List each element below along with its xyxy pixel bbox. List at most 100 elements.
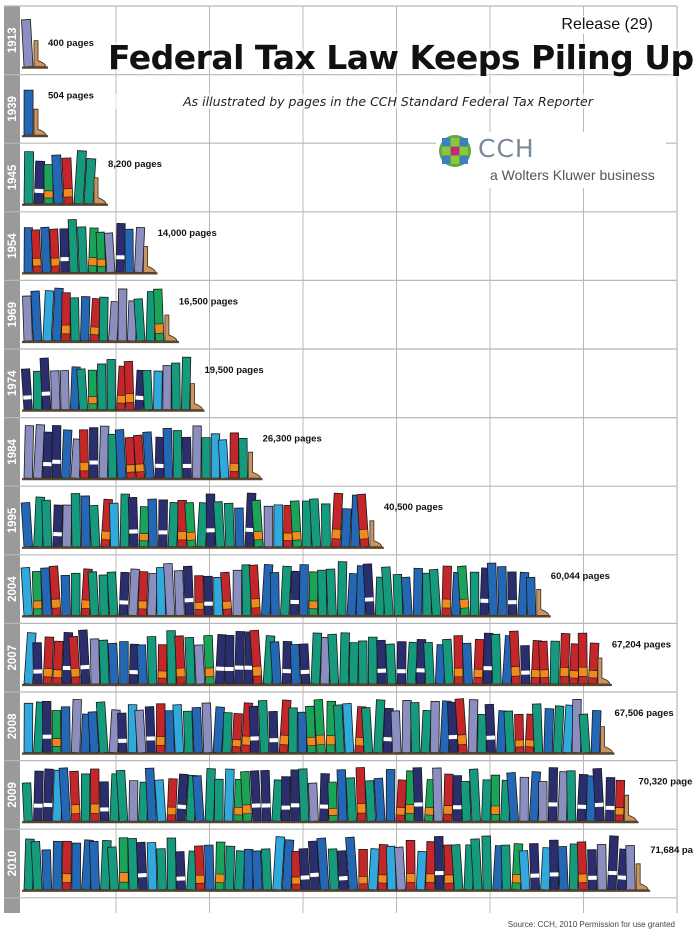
year-label: 1945: [7, 164, 19, 190]
book: [362, 563, 375, 617]
book: [412, 567, 423, 616]
book: [21, 782, 33, 822]
book: [33, 160, 46, 205]
book: [576, 841, 588, 891]
book: [146, 636, 158, 685]
book-band: [383, 737, 393, 742]
book-band: [569, 670, 579, 679]
book: [490, 633, 502, 685]
book: [405, 839, 416, 891]
book: [158, 499, 168, 548]
book: [69, 297, 80, 342]
book: [114, 429, 127, 479]
book: [457, 565, 470, 617]
book-band: [177, 531, 187, 541]
bar-1954: [22, 219, 158, 275]
book-spine: [288, 707, 298, 754]
book: [587, 849, 598, 891]
book-spine: [23, 151, 35, 205]
book-spine: [51, 154, 64, 205]
chart-subtitle: As illustrated by pages in the CCH Stand…: [108, 94, 668, 109]
book-band: [225, 666, 234, 672]
book-spine: [260, 769, 272, 822]
book-band: [319, 804, 329, 809]
book-spine: [364, 780, 377, 822]
book: [193, 644, 206, 685]
book-spine: [587, 849, 598, 891]
book-spine: [171, 362, 181, 411]
book-spine: [401, 700, 412, 754]
book: [51, 425, 62, 479]
book: [238, 438, 249, 479]
book-spine: [41, 700, 52, 754]
book: [98, 425, 110, 479]
book-spine: [97, 363, 107, 411]
book-band: [443, 805, 453, 815]
book-band: [195, 874, 205, 884]
book: [364, 780, 377, 822]
book: [340, 508, 352, 548]
book-spine: [88, 840, 101, 891]
book-spine: [490, 633, 502, 685]
year-axis-band: [4, 6, 20, 913]
book-band: [291, 531, 302, 541]
book-band: [269, 738, 278, 743]
book-spine: [232, 569, 243, 616]
bar-1974: [20, 356, 205, 412]
book-band: [119, 600, 129, 605]
book: [166, 778, 178, 822]
book: [162, 365, 172, 411]
book: [298, 564, 309, 616]
book-spine: [79, 296, 91, 342]
book: [307, 840, 321, 891]
book: [204, 768, 216, 822]
book-spine: [500, 844, 512, 891]
book: [461, 642, 474, 685]
bookend: [597, 657, 611, 685]
book-band: [588, 875, 597, 880]
book-spine: [42, 290, 55, 342]
book-band: [549, 872, 559, 877]
book: [607, 835, 619, 891]
book-spine: [144, 706, 156, 754]
book-band: [283, 532, 293, 541]
book: [385, 643, 397, 685]
book: [70, 698, 82, 754]
book: [177, 499, 187, 548]
book: [260, 848, 273, 891]
book: [52, 640, 64, 685]
book-spine: [234, 507, 245, 548]
book: [490, 774, 501, 822]
book: [307, 782, 319, 822]
book-spine: [552, 705, 565, 754]
book: [52, 504, 64, 548]
book-spine: [531, 703, 544, 754]
book-band: [250, 736, 259, 741]
book-spine: [420, 709, 432, 754]
book: [224, 845, 236, 891]
book: [313, 699, 326, 754]
book-spine: [107, 433, 118, 479]
chart-title: Federal Tax Law Keeps Piling Up: [108, 38, 693, 77]
book: [79, 296, 91, 342]
book-spine: [20, 567, 33, 617]
book-band: [32, 257, 42, 267]
book-spine: [243, 848, 254, 891]
book-band: [483, 666, 493, 671]
book: [181, 436, 192, 479]
book-spine: [298, 564, 309, 616]
book-band: [135, 395, 145, 401]
book-spine: [59, 370, 70, 411]
book-band: [79, 461, 89, 472]
book: [205, 493, 216, 548]
book: [367, 636, 378, 685]
book-spine: [21, 19, 34, 68]
book: [51, 154, 64, 205]
book-spine: [52, 840, 63, 891]
book: [420, 709, 432, 754]
book: [41, 700, 52, 754]
book: [79, 429, 90, 479]
book-band: [157, 670, 167, 679]
book-spine: [518, 850, 531, 891]
book-spine: [469, 571, 480, 616]
